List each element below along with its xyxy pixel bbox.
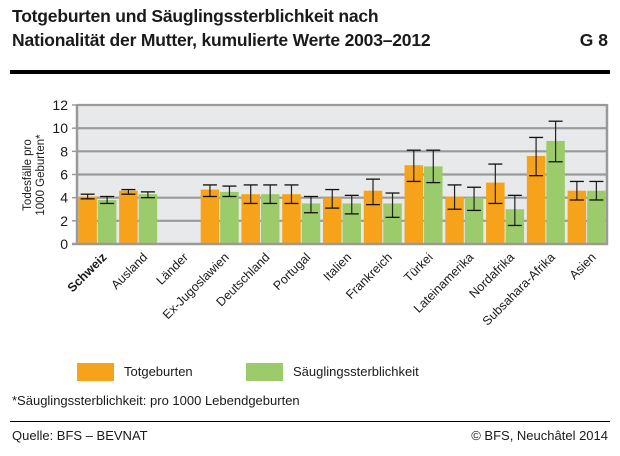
- y-tick-label: 6: [60, 167, 68, 183]
- x-tick-label: Italien: [321, 250, 355, 284]
- copyright-note: © BFS, Neuchâtel 2014: [471, 428, 608, 443]
- bar-saeuglingssterblichkeit: [464, 197, 484, 244]
- title-divider: [10, 70, 610, 74]
- legend-swatch-totgeburten: [77, 363, 114, 381]
- chart-title-line-1: Totgeburten und Säuglingssterblichkeit n…: [12, 6, 379, 26]
- error-bar: [488, 163, 503, 205]
- x-tick-label: Länder: [154, 250, 191, 287]
- error-bar: [548, 120, 563, 163]
- error-bar: [202, 184, 217, 198]
- x-tick-label: Türkei: [401, 250, 435, 284]
- legend-label-totgeburten: Totgeburten: [124, 364, 193, 379]
- error-bar: [406, 149, 421, 183]
- error-bar: [243, 184, 258, 205]
- figure-code: G 8: [579, 30, 608, 50]
- error-bar: [222, 185, 237, 198]
- bar-saeuglingssterblichkeit: [138, 194, 158, 244]
- footer-divider: [10, 421, 610, 422]
- bar-totgeburten: [282, 194, 301, 244]
- error-bar: [467, 186, 482, 212]
- bar-saeuglingssterblichkeit: [587, 190, 606, 244]
- legend-label-saeuglingssterblichkeit: Säuglingssterblichkeit: [293, 364, 419, 379]
- bar-totgeburten: [567, 190, 587, 244]
- error-bar: [325, 188, 340, 209]
- error-bar: [121, 188, 136, 195]
- bar-saeuglingssterblichkeit: [546, 140, 565, 244]
- error-bar: [426, 149, 441, 184]
- bar-totgeburten: [119, 190, 138, 244]
- bar-saeuglingssterblichkeit: [383, 203, 402, 244]
- bar-totgeburten: [323, 197, 342, 244]
- bar-totgeburten: [241, 194, 260, 244]
- bar-saeuglingssterblichkeit: [424, 166, 443, 244]
- error-bar: [507, 194, 522, 227]
- bar-saeuglingssterblichkeit: [97, 199, 117, 244]
- bar-totgeburten: [526, 155, 546, 244]
- error-bar: [140, 191, 155, 199]
- x-tick-label: Schweiz: [65, 250, 110, 295]
- error-bar: [303, 195, 318, 214]
- error-bar: [385, 192, 400, 219]
- chart-title: Totgeburten und Säuglingssterblichkeit n…: [12, 4, 431, 52]
- error-bar: [447, 184, 462, 210]
- error-bar: [284, 184, 299, 205]
- bar-totgeburten: [486, 182, 505, 244]
- error-bar: [589, 180, 604, 201]
- y-tick-label: 8: [60, 143, 68, 159]
- bar-saeuglingssterblichkeit: [220, 191, 239, 244]
- bar-saeuglingssterblichkeit: [260, 194, 280, 244]
- y-tick-label: 2: [60, 213, 68, 229]
- bar-totgeburten: [78, 196, 97, 244]
- x-tick-label: Ausland: [108, 250, 150, 292]
- x-tick-label: Asien: [567, 250, 599, 282]
- bar-totgeburten: [404, 165, 424, 244]
- y-tick-label: 12: [52, 97, 68, 113]
- y-tick-label: 4: [60, 190, 68, 206]
- error-bar: [366, 178, 381, 206]
- bar-totgeburten: [445, 196, 464, 244]
- x-tick-label: Subsahara-Afrika: [480, 250, 558, 328]
- error-bar: [529, 136, 544, 177]
- chart-title-line-2: Nationalität der Mutter, kumulierte Wert…: [12, 30, 431, 50]
- bar-saeuglingssterblichkeit: [505, 209, 525, 244]
- bar-totgeburten: [200, 189, 220, 244]
- y-tick-label: 0: [60, 236, 68, 252]
- y-tick-label: 10: [52, 120, 68, 136]
- source-note: Quelle: BFS – BEVNAT: [12, 428, 148, 443]
- error-bar: [263, 184, 278, 205]
- legend-swatch-saeuglingssterblichkeit: [246, 363, 283, 381]
- error-bar: [100, 195, 115, 205]
- error-bar: [344, 194, 359, 215]
- footnote: *Säuglingssterblichkeit: pro 1000 Lebend…: [12, 393, 300, 408]
- x-tick-label: Portugal: [271, 250, 314, 293]
- error-bar: [80, 193, 95, 200]
- bar-saeuglingssterblichkeit: [301, 203, 321, 244]
- error-bar: [569, 180, 584, 201]
